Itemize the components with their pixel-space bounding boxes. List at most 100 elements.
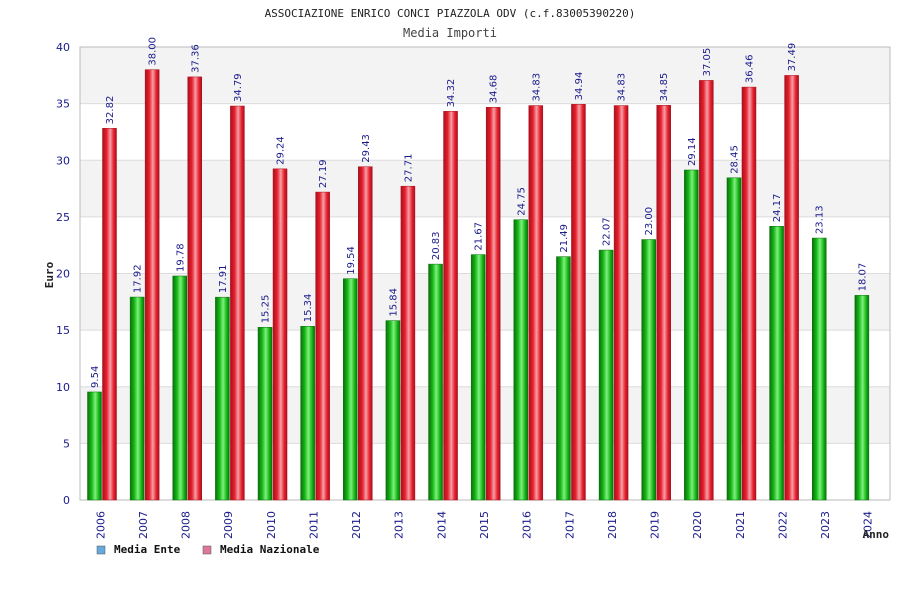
chart-subtitle: Media Importi [403, 26, 497, 40]
legend-swatch-media-nazionale [202, 545, 212, 555]
x-tick-label: 2006 [94, 511, 107, 539]
x-tick-label: 2020 [691, 511, 704, 539]
x-tick-label: 2023 [819, 511, 832, 539]
data-label-media-ente: 15.25 [261, 295, 272, 324]
bar-media-ente [556, 256, 571, 501]
y-tick-label: 15 [56, 324, 70, 337]
x-tick-label: 2024 [862, 511, 875, 539]
bar-media-ente [598, 249, 614, 501]
data-label-media-ente: 20.83 [431, 231, 442, 260]
data-label-media-nazionale: 27.19 [318, 159, 329, 188]
y-tick-label: 20 [56, 268, 70, 281]
data-label-media-ente: 18.07 [857, 263, 868, 292]
x-tick-label: 2018 [606, 511, 619, 539]
bar-media-nazionale [741, 86, 757, 501]
data-label-media-ente: 15.34 [303, 294, 314, 323]
data-label-media-ente: 23.13 [815, 205, 826, 234]
data-label-media-nazionale: 27.71 [403, 154, 414, 183]
data-label-media-nazionale: 34.68 [489, 75, 500, 104]
x-tick-label: 2016 [521, 511, 534, 539]
bar-media-ente [854, 295, 870, 501]
data-label-media-ente: 24.75 [516, 187, 527, 216]
x-tick-label: 2009 [222, 511, 235, 539]
data-label-media-nazionale: 38.00 [148, 37, 159, 66]
data-label-media-ente: 17.91 [218, 265, 229, 294]
x-axis-ticks: 2006 2007 2008 2009 2010 2011 2012 2013 2014 2015… [94, 511, 874, 539]
bar-media-nazionale [187, 76, 203, 501]
data-label-media-ente: 24.17 [772, 194, 783, 223]
x-tick-label: 2017 [563, 511, 576, 539]
bar-media-ente [172, 275, 188, 501]
data-label-media-nazionale: 37.36 [190, 44, 201, 73]
data-label-media-nazionale: 37.49 [787, 43, 798, 72]
bar-media-nazionale [699, 80, 714, 501]
bar-media-ente [428, 263, 443, 501]
data-label-media-nazionale: 34.79 [233, 73, 244, 102]
data-label-media-ente: 29.14 [687, 137, 698, 166]
bar-media-nazionale [571, 104, 586, 501]
legend-swatch-media-ente [96, 545, 106, 555]
bar-media-ente [513, 219, 529, 501]
x-tick-label: 2008 [180, 511, 193, 539]
x-tick-label: 2022 [776, 511, 789, 539]
x-axis-label: Anno [863, 528, 890, 541]
data-label-media-nazionale: 29.43 [361, 134, 372, 163]
data-label-media-nazionale: 32.82 [105, 96, 116, 125]
data-label-media-ente: 21.67 [474, 222, 485, 251]
data-label-media-ente: 22.07 [602, 217, 613, 246]
legend: Media Ente Media Nazionale [96, 543, 320, 556]
data-label-media-nazionale: 34.85 [659, 73, 670, 102]
x-tick-label: 2010 [265, 511, 278, 539]
data-label-media-nazionale: 34.94 [574, 72, 585, 101]
bar-media-nazionale [784, 75, 799, 501]
data-label-media-ente: 9.54 [90, 366, 101, 388]
bar-media-ente [385, 320, 401, 501]
x-tick-label: 2013 [393, 511, 406, 539]
chart-title: ASSOCIAZIONE ENRICO CONCI PIAZZOLA ODV (… [265, 7, 636, 20]
x-tick-label: 2021 [734, 511, 747, 539]
bar-media-nazionale [102, 128, 117, 501]
y-tick-label: 30 [56, 154, 70, 167]
data-label-media-ente: 21.49 [559, 224, 570, 253]
bar-media-ente [470, 254, 486, 501]
x-tick-label: 2014 [435, 511, 448, 539]
data-label-media-ente: 17.92 [133, 264, 144, 293]
x-tick-label: 2019 [649, 511, 662, 539]
data-label-media-nazionale: 34.83 [531, 73, 542, 102]
bar-media-nazionale [144, 69, 160, 501]
bar-media-nazionale [272, 168, 288, 501]
data-label-media-ente: 19.54 [346, 246, 357, 275]
x-tick-label: 2015 [478, 511, 491, 539]
x-tick-label: 2012 [350, 511, 363, 539]
bar-media-ente [726, 177, 742, 501]
bar-media-ente [215, 296, 230, 501]
data-label-media-nazionale: 29.24 [276, 136, 287, 165]
y-axis-label: Euro [43, 261, 56, 288]
bar-series: 9.54 32.82 17.92 38.00 19.78 37.36 17.91 34.79 1… [87, 37, 870, 501]
y-tick-label: 10 [56, 381, 70, 394]
bar-media-nazionale [315, 191, 330, 501]
bar-media-ente [129, 296, 145, 501]
y-tick-label: 0 [63, 494, 70, 507]
data-label-media-ente: 28.45 [729, 145, 740, 174]
y-tick-label: 25 [56, 211, 70, 224]
bar-media-nazionale [230, 105, 245, 501]
data-label-media-ente: 23.00 [644, 207, 655, 236]
bar-media-nazionale [656, 105, 671, 501]
bar-media-nazionale [400, 185, 416, 501]
bar-media-ente [769, 226, 784, 501]
x-tick-label: 2007 [137, 511, 150, 539]
y-axis-ticks: 0 5 10 15 20 25 30 35 40 [56, 41, 70, 507]
data-label-media-nazionale: 34.83 [617, 73, 628, 102]
bar-media-nazionale [358, 166, 373, 501]
legend-label-media-nazionale: Media Nazionale [220, 543, 320, 556]
legend-label-media-ente: Media Ente [114, 543, 181, 556]
bar-media-ente [641, 239, 656, 501]
bar-media-ente [300, 326, 315, 501]
data-label-media-nazionale: 36.46 [744, 54, 755, 83]
y-tick-label: 5 [63, 437, 70, 450]
y-tick-label: 35 [56, 98, 70, 111]
bar-media-nazionale [443, 111, 458, 501]
data-label-media-ente: 15.84 [388, 288, 399, 317]
